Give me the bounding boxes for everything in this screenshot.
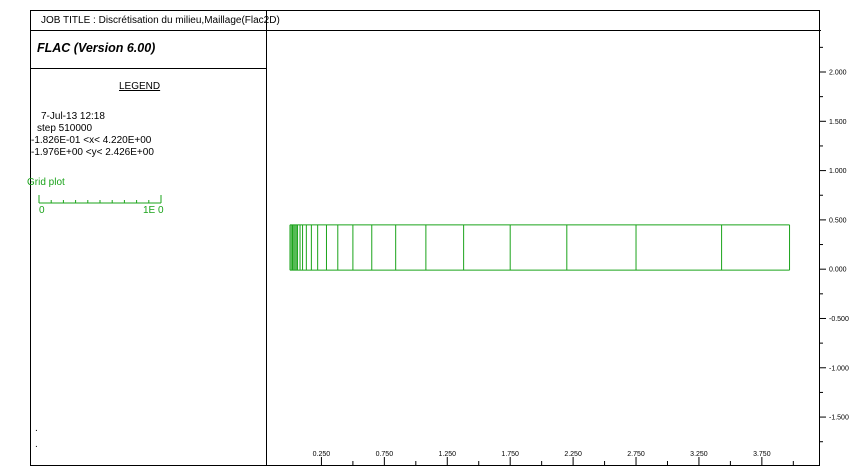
y-tick-label: 1.000 <box>829 168 847 175</box>
x-tick-label: 3.750 <box>753 451 771 458</box>
grid-plot-label: Grid plot <box>27 177 65 188</box>
step-label: step 510000 <box>37 123 93 134</box>
title-bar: JOB TITLE : Discrétisation du milieu,Mai… <box>31 11 280 31</box>
legend-title: LEGEND <box>119 81 161 92</box>
x-axis: 0.250 0.750 1.250 1.750 2.250 2.750 3.250 3.750 <box>313 451 794 465</box>
y-tick-label: 2.000 <box>829 70 847 77</box>
y-tick-label: 0.500 <box>829 217 847 224</box>
mesh-grid <box>289 224 791 271</box>
scale-bar <box>38 195 162 204</box>
y-tick-label: -1.500 <box>829 415 849 422</box>
y-tick-label: 0.000 <box>829 267 847 274</box>
x-tick-label: 3.250 <box>690 451 708 458</box>
y-tick-label: 1.500 <box>829 119 847 126</box>
dot-marker-1: . <box>35 423 38 434</box>
legend-panel: FLAC (Version 6.00) LEGEND 7-Jul-13 12:1… <box>27 31 267 465</box>
x-tick-label: 0.250 <box>313 451 331 458</box>
y-tick-label: -0.500 <box>829 316 849 323</box>
x-range-label: -1.826E-01 <x< 4.220E+00 <box>31 135 152 146</box>
x-tick-label: 1.250 <box>439 451 457 458</box>
x-tick-label: 2.250 <box>564 451 582 458</box>
scale-start-label: 0 <box>39 205 45 216</box>
version-label: FLAC (Version 6.00) <box>37 41 156 55</box>
y-range-label: -1.976E+00 <y< 2.426E+00 <box>31 147 154 158</box>
x-tick-label: 1.750 <box>501 451 519 458</box>
x-tick-label: 2.750 <box>627 451 645 458</box>
dot-marker-2: . <box>35 439 38 450</box>
job-title: JOB TITLE : Discrétisation du milieu,Mai… <box>41 15 280 26</box>
x-tick-label: 0.750 <box>376 451 394 458</box>
y-axis: 2.000 1.500 1.000 0.500 0.000 -0.500 -1.000 -1.… <box>820 46 849 443</box>
plot-frame: JOB TITLE : Discrétisation du milieu,Mai… <box>27 10 821 466</box>
scale-end-label: 1E 0 <box>143 205 164 216</box>
y-tick-label: -1.000 <box>829 365 849 372</box>
version-box: FLAC (Version 6.00) <box>31 31 266 69</box>
date-label: 7-Jul-13 12:18 <box>41 111 105 122</box>
title-bar-extension <box>267 11 821 31</box>
plot-area: 0.250 0.750 1.250 1.750 2.250 2.750 3.250 3.750 <box>289 224 794 465</box>
